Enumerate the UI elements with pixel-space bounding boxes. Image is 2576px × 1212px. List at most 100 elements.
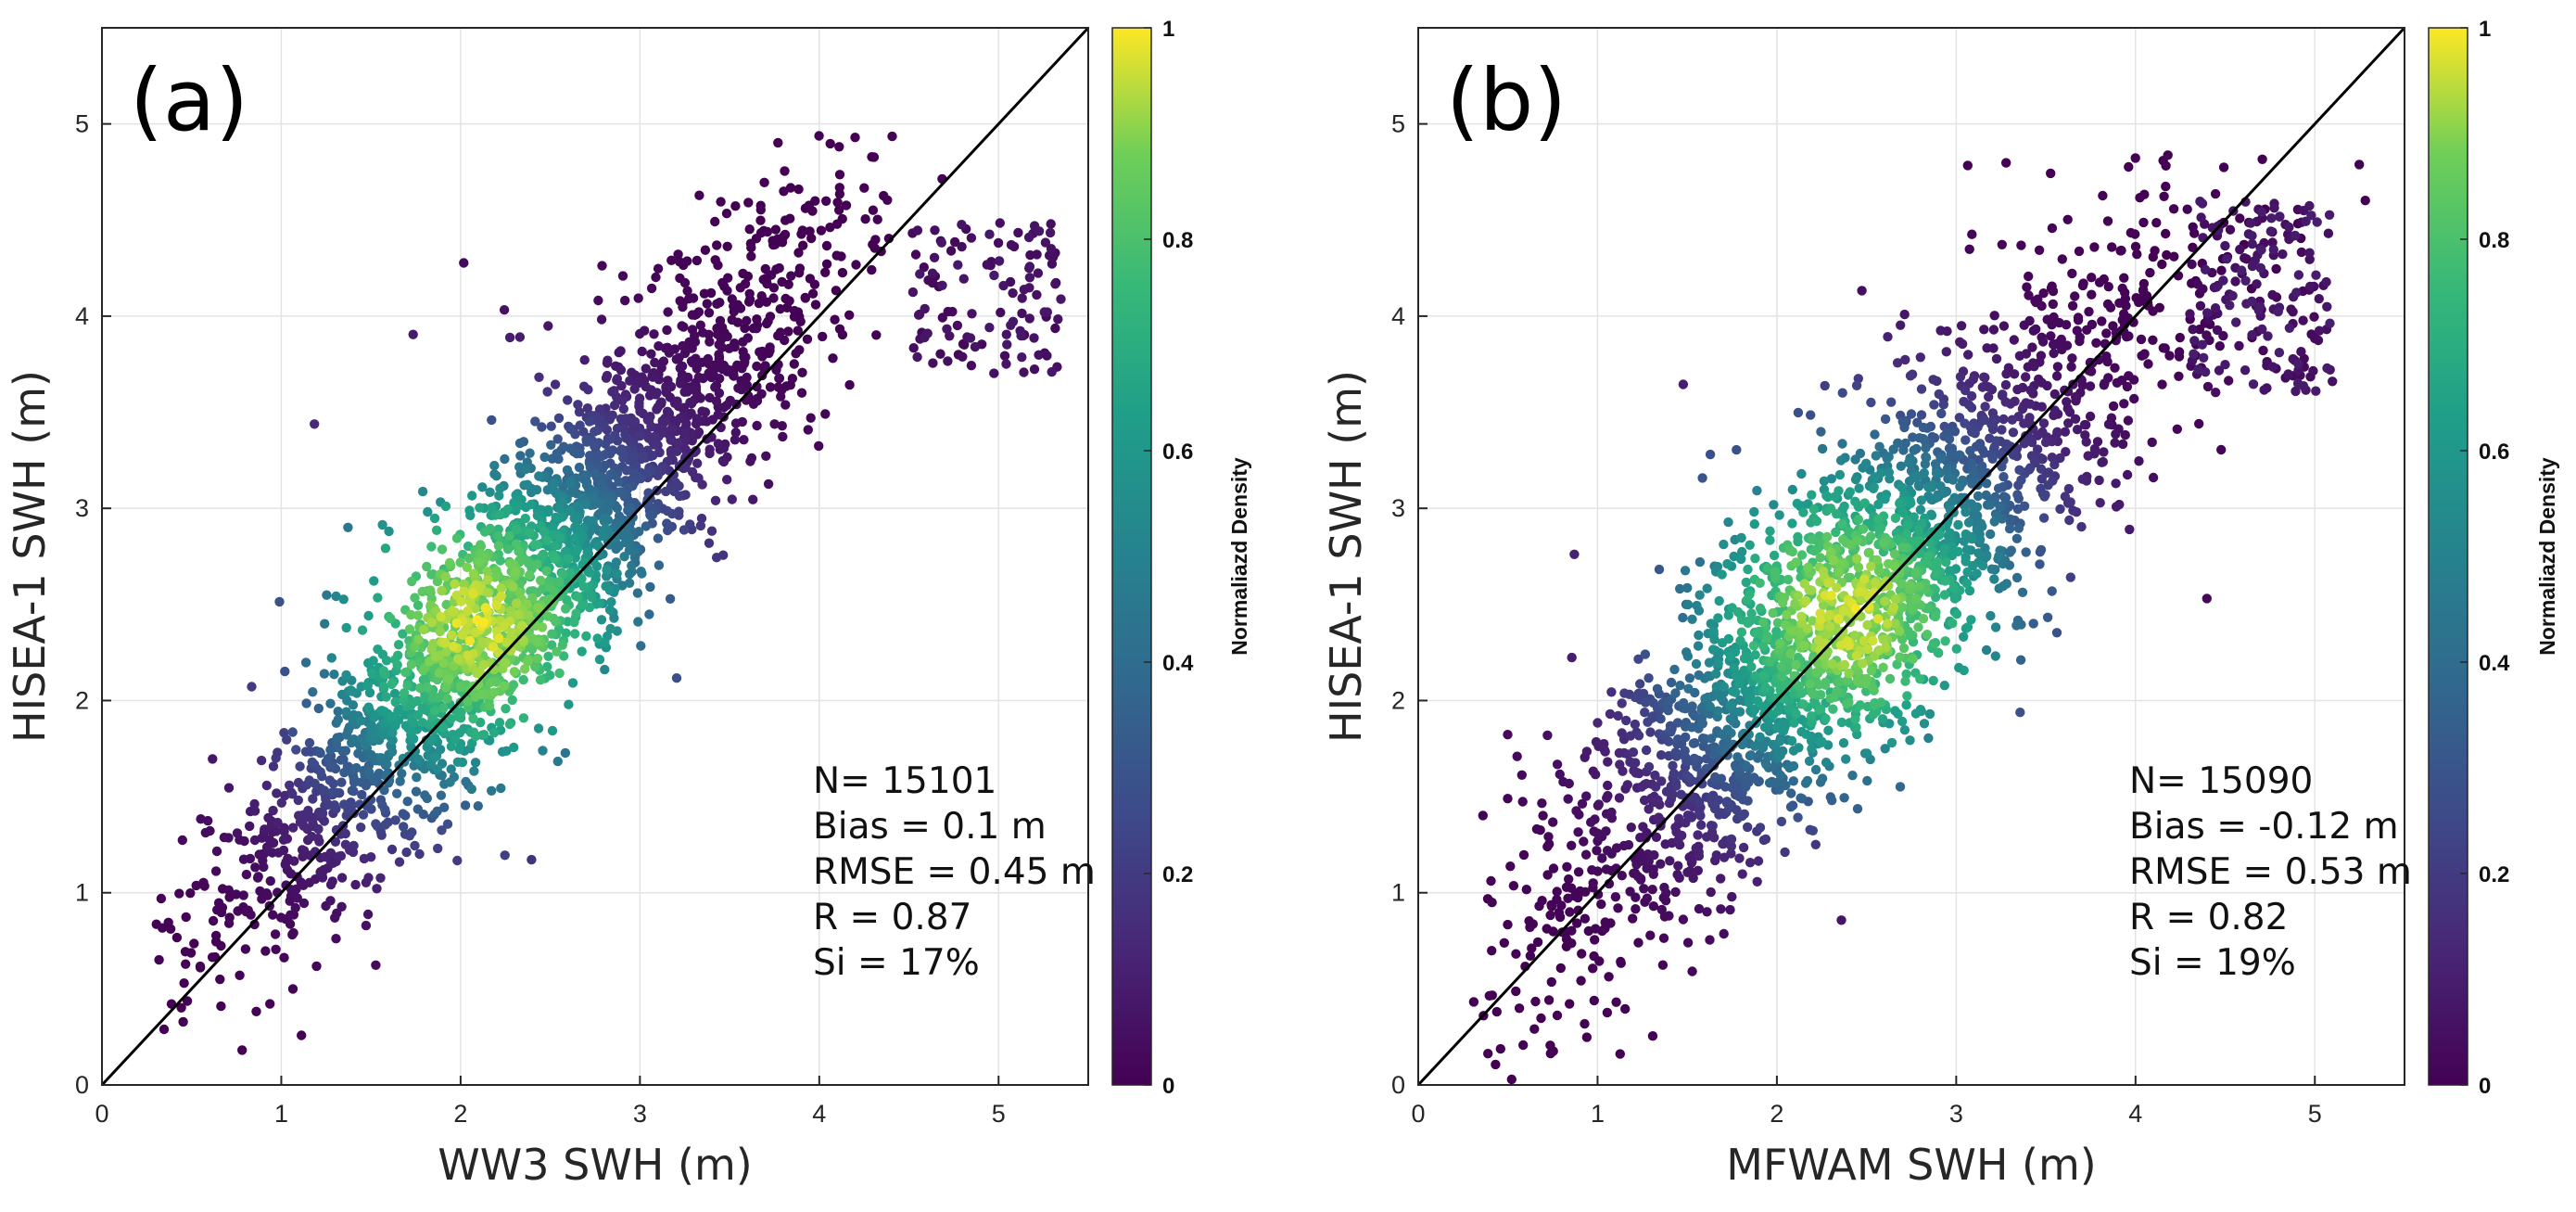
panel-a-scatter-point [727,314,737,325]
panel-b-scatter-point [2064,515,2075,526]
panel-b-scatter-point [2119,273,2129,283]
panel-a-scatter-point [663,307,673,317]
panel-a-scatter-point [317,808,328,819]
panel-b-scatter-point [1896,320,1906,330]
panel-b-scatter-point [1682,938,1694,948]
panel-b-scatter-point [1723,610,1734,620]
panel-a-scatter-point [527,633,538,644]
panel-b-scatter-point [1734,707,1745,717]
panel-b-scatter-point [2240,365,2251,376]
panel-b-scatter-point [2092,437,2103,447]
panel-a-scatter-point [1017,308,1027,319]
panel-a-scatter-point [1001,329,1012,339]
panel-b-scatter-point [1895,498,1905,509]
panel-a-scatter-point [440,571,451,582]
panel-b-scatter-point [1706,831,1716,841]
panel-b-scatter-point [1625,887,1635,897]
panel-a-scatter-point [777,421,787,431]
panel-a-scatter-point [776,391,786,402]
panel-a-scatter-point [572,449,582,459]
panel-b-scatter-point [2235,213,2245,223]
panel-b-scatter-point [2168,204,2179,214]
panel-a-scatter-point [945,246,957,256]
panel-a-scatter-point [602,565,612,576]
panel-a-scatter-point [381,656,392,666]
panel-b-scatter-point [1678,914,1689,925]
panel-b-scatter-point [1935,481,1946,491]
panel-a-scatter-point [330,836,341,847]
panel-b-scatter-point [1821,491,1832,501]
panel-a-scatter-point [326,760,336,771]
panel-a-scatter-point [560,747,571,759]
panel-a-scatter-point [393,706,403,716]
panel-a-scatter-point [531,485,542,495]
panel-b-scatter-point [2256,245,2266,255]
panel-b-scatter-point [1696,820,1707,830]
panel-b-scatter-point [1981,478,1992,489]
panel-a-scatter-point [289,856,299,866]
panel-b-scatter-point [2148,472,2159,483]
panel-a-scatter-point [327,787,337,797]
panel-a-scatter-point [544,582,555,593]
panel-b-scatter-point [1850,454,1860,465]
panel-b-scatter-point [2312,217,2322,227]
panel-b-scatter-point [1521,885,1532,895]
panel-a-scatter-point [324,775,335,785]
panel-a-scatter-point [468,713,478,724]
panel-a-scatter-point [553,413,565,424]
panel-a-scatter-point [1016,330,1026,341]
panel-b-scatter-point [1713,658,1723,669]
panel-b-scatter-point [2194,325,2205,335]
panel-a-scatter-point [714,388,725,399]
panel-b-scatter-point [2245,218,2256,228]
panel-b-scatter-point [2012,490,2023,500]
panel-b-scatter-point [2231,317,2241,327]
panel-b-scatter-point [1940,636,1950,646]
panel-a-scatter-point [573,400,583,410]
panel-a-scatter-point [679,387,690,397]
panel-b-scatter-point [1728,739,1739,749]
panel-b-scatter-point [1736,627,1747,637]
panel-b-scatter-point [2036,464,2047,474]
panel-a-axes-box [101,27,1089,1086]
panel-a-scatter-point [367,669,377,679]
panel-b-scatter-point [2021,372,2031,382]
panel-b-scatter-point [1743,618,1753,628]
panel-b-scatter-point [1862,775,1872,786]
panel-b-scatter-point [1959,665,1969,676]
panel-a-scatter-point [637,346,647,357]
panel-b-scatter-point [2013,523,2024,533]
panel-a-scatter-point [527,499,537,510]
panel-b-scatter-point [1597,853,1607,863]
panel-a-scatter-point [231,889,241,899]
panel-a-ytick-label: 3 [75,494,89,522]
panel-b-scatter-point [2225,300,2235,311]
panel-b-scatter-point [1633,938,1643,948]
panel-a-scatter-point [313,823,324,835]
panel-a-scatter-point [511,539,522,549]
panel-a-scatter-point [412,709,424,721]
panel-b-scatter-point [1825,504,1836,514]
panel-b-scatter-point [1588,963,1598,974]
panel-a-scatter-point [860,214,870,224]
panel-b-scatter-point [1511,949,1521,959]
panel-a-scatter-point [774,373,784,384]
panel-b-scatter-point [1898,445,1909,455]
panel-b-scatter-point [1743,822,1753,833]
panel-b-scatter-point [1944,434,1955,444]
panel-a-scatter-point [489,728,500,738]
panel-b-scatter-point [1765,535,1775,545]
panel-b-scatter-point [1951,609,1962,619]
panel-a-scatter-point [442,694,452,704]
panel-a-scatter-point [446,741,457,752]
panel-a-scatter-point [682,286,692,296]
panel-a-scatter-point [521,464,531,475]
panel-a-scatter-point [908,343,919,353]
panel-a-scatter-point [426,569,437,580]
panel-a-scatter-point [293,795,303,806]
panel-a-colorbar-label: Normaliazd Density [1227,457,1251,656]
panel-b-scatter-point [2049,389,2060,400]
panel-b-scatter-point [1741,577,1752,588]
panel-a-scatter-point [1017,293,1027,303]
panel-b-scatter-point [1758,835,1770,846]
